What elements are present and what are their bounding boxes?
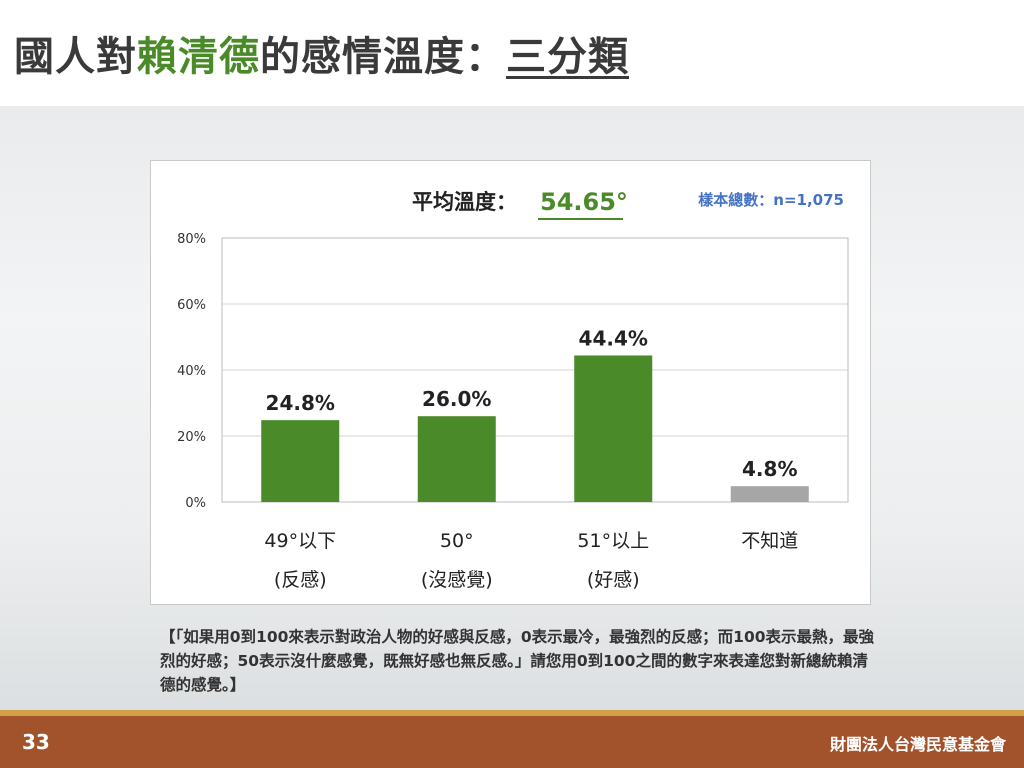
category-label: 51°以上 — [577, 530, 649, 552]
y-tick-label: 60% — [177, 298, 206, 313]
organization-name: 財團法人台灣民意基金會 — [829, 735, 1006, 754]
bar-value-label: 4.8% — [742, 457, 797, 481]
title-middle: 的感情溫度： — [260, 34, 506, 80]
slide-title: 國人對賴清德的感情溫度：三分類 — [14, 24, 629, 82]
title-highlight: 賴清德 — [137, 34, 260, 80]
bar — [417, 416, 496, 502]
survey-question: 【「如果用0到100來表示對政治人物的好感與反感，0表示最冷，最強烈的反感；而1… — [160, 628, 875, 694]
bar-value-label: 26.0% — [422, 387, 491, 411]
title-underlined: 三分類 — [506, 34, 629, 80]
footer-bar: 33 財團法人台灣民意基金會 — [0, 716, 1024, 768]
average-label: 平均溫度： — [412, 190, 517, 214]
category-label: 49°以下 — [264, 530, 336, 552]
title-prefix: 國人對 — [14, 34, 137, 80]
y-tick-label: 80% — [177, 232, 206, 247]
bar — [730, 486, 809, 502]
bar-value-label: 24.8% — [266, 391, 335, 415]
y-tick-label: 20% — [177, 430, 206, 445]
average-value: 54.65° — [540, 188, 628, 216]
y-tick-label: 0% — [185, 496, 206, 511]
page-number: 33 — [22, 730, 50, 754]
bar-value-label: 44.4% — [579, 326, 648, 350]
plot-area-border — [221, 237, 849, 503]
title-bar: 國人對賴清德的感情溫度：三分類 — [0, 0, 1024, 106]
bar-chart: 平均溫度： 54.65° 樣本總數：n=1,075 0% 20% 40% 60% 80% 24.… — [177, 188, 849, 591]
category-sublabel: (好感) — [587, 569, 640, 591]
sample-size-label: 樣本總數：n=1,075 — [698, 191, 844, 209]
y-tick-label: 40% — [177, 364, 206, 379]
category-sublabel: (反感) — [274, 569, 327, 591]
bar — [574, 355, 653, 502]
category-label: 50° — [440, 530, 474, 552]
footer-accent-line — [0, 710, 1024, 716]
category-sublabel: (沒感覺) — [421, 569, 493, 591]
chart-frame: 平均溫度： 54.65° 樣本總數：n=1,075 0% 20% 40% 60% 80% 24.… — [150, 160, 871, 605]
category-label: 不知道 — [741, 530, 798, 552]
bar — [261, 420, 340, 502]
